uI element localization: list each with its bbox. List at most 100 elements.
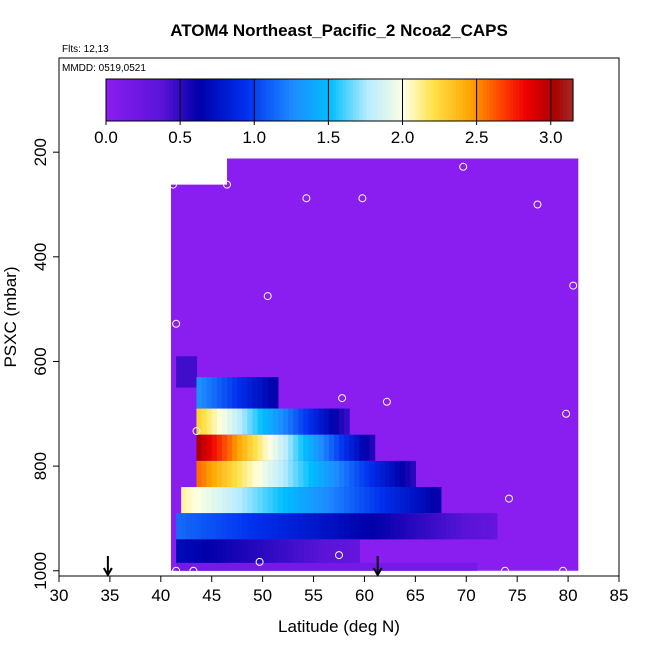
heatmap-cell xyxy=(308,434,315,461)
heatmap-cell xyxy=(339,539,345,563)
heatmap-cell xyxy=(257,377,264,409)
heatmap-cell xyxy=(420,487,427,514)
colorbar-segment xyxy=(222,79,227,121)
heatmap-cell xyxy=(257,408,264,435)
y-tick-label: 600 xyxy=(31,347,50,375)
heatmap-cell xyxy=(461,513,467,540)
heatmap-cell xyxy=(257,539,264,563)
colorbar-segment xyxy=(389,79,394,121)
heatmap-cell xyxy=(242,539,248,563)
heatmap-cell xyxy=(216,377,223,409)
heatmap-cell xyxy=(369,460,376,488)
y-tick-label: 1000 xyxy=(31,552,50,590)
colorbar-segment xyxy=(402,79,407,121)
heatmap-cell xyxy=(420,562,427,571)
colorbar-segment xyxy=(409,79,414,121)
colorbar-segment xyxy=(136,79,140,121)
heatmap-cell xyxy=(186,487,192,514)
heatmap-cell xyxy=(364,460,371,488)
colorbar-segment xyxy=(529,79,534,121)
colorbar-segment xyxy=(469,79,474,121)
colorbar-segment xyxy=(429,79,434,121)
heatmap-cell xyxy=(262,487,269,514)
heatmap-cell xyxy=(181,562,187,571)
heatmap-cell xyxy=(328,434,335,461)
heatmap-cell xyxy=(339,562,345,571)
heatmap-cell xyxy=(303,513,310,540)
heatmap-cell xyxy=(201,539,208,563)
colorbar-segment xyxy=(446,79,451,121)
colorbar-segment xyxy=(192,79,197,121)
heatmap-cell xyxy=(216,408,223,435)
heatmap-cell xyxy=(252,377,259,409)
heatmap-cell xyxy=(303,460,310,488)
heatmap-cell xyxy=(211,562,218,571)
colorbar-segment xyxy=(496,79,501,121)
heatmap-cell xyxy=(298,562,304,571)
heatmap-cell xyxy=(313,434,320,461)
heatmap-cell xyxy=(359,513,366,540)
colorbar-segment xyxy=(112,79,117,121)
heatmap-cell xyxy=(232,377,238,409)
heatmap-cell xyxy=(186,513,192,540)
heatmap-cell xyxy=(389,513,396,540)
heatmap-cell xyxy=(242,460,248,488)
colorbar-segment xyxy=(296,79,301,121)
colorbar-segment xyxy=(152,79,157,121)
heatmap-cell xyxy=(247,487,254,514)
sample-marker xyxy=(169,180,177,189)
heatmap-cell xyxy=(221,487,228,514)
colorbar-segment xyxy=(132,79,137,121)
colorbar-segment xyxy=(532,79,537,121)
heatmap-cell xyxy=(354,487,360,514)
heatmap-cell xyxy=(267,562,274,571)
heatmap-cell xyxy=(227,513,233,540)
heatmap-cell xyxy=(440,513,447,540)
heatmap-cell xyxy=(415,487,422,514)
colorbar-segment xyxy=(556,79,561,121)
heatmap-row xyxy=(196,377,279,409)
colorbar-segment xyxy=(512,79,517,121)
colorbar-segment xyxy=(486,79,491,121)
colorbar-segment xyxy=(462,79,467,121)
heatmap-cell xyxy=(216,434,223,461)
colorbar-segment xyxy=(302,79,307,121)
heatmap-cell xyxy=(298,434,304,461)
colorbar-segment xyxy=(369,79,374,121)
heatmap-cell xyxy=(318,487,325,514)
heatmap-cell xyxy=(211,408,218,435)
colorbar-segment xyxy=(356,79,361,121)
heatmap-cell xyxy=(318,562,325,571)
heatmap-cell xyxy=(405,513,411,540)
colorbar-segment xyxy=(106,79,110,121)
heatmap-cell xyxy=(181,513,187,540)
heatmap-cell xyxy=(232,408,238,435)
heatmap-cell xyxy=(435,562,442,571)
heatmap-cell xyxy=(216,562,223,571)
heatmap-cell xyxy=(303,539,310,563)
heatmap-cell xyxy=(247,539,254,563)
heatmap-cell xyxy=(242,434,248,461)
heatmap-cell xyxy=(344,408,350,435)
heatmap-cell xyxy=(349,434,355,461)
x-tick-label: 40 xyxy=(151,586,170,605)
heatmap-cell xyxy=(262,513,269,540)
heatmap-cell xyxy=(359,460,366,488)
heatmap-cell xyxy=(313,460,320,488)
heatmap-cell xyxy=(176,356,182,388)
plot-frame xyxy=(58,57,620,577)
heatmap-cell xyxy=(191,539,198,563)
heatmap-cell xyxy=(303,408,310,435)
heatmap-cell xyxy=(247,460,254,488)
heatmap-cell xyxy=(272,513,279,540)
heatmap-cell xyxy=(318,408,325,435)
heatmap-cell xyxy=(333,408,340,435)
heatmap-cell xyxy=(206,408,213,435)
heatmap-cell xyxy=(283,539,289,563)
heatmap-cell xyxy=(272,377,279,409)
colorbar-segment xyxy=(172,79,177,121)
heatmap-cell xyxy=(221,460,228,488)
heatmap-cell xyxy=(445,513,452,540)
colorbar-segment xyxy=(349,79,354,121)
colorbar-segment xyxy=(476,79,481,121)
